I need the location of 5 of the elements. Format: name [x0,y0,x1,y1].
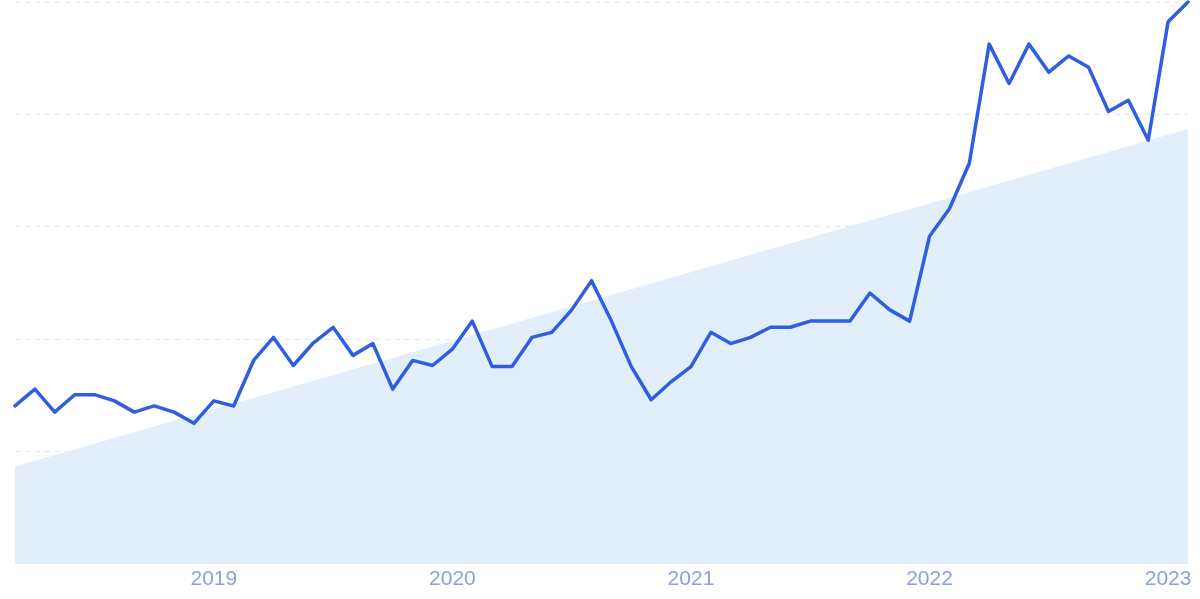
x-tick-label: 2020 [429,566,476,590]
x-tick-label: 2023 [1144,566,1192,590]
x-tick-label: 2022 [906,566,953,590]
x-tick-label: 2019 [190,566,238,590]
x-tick-label: 2021 [667,566,715,590]
